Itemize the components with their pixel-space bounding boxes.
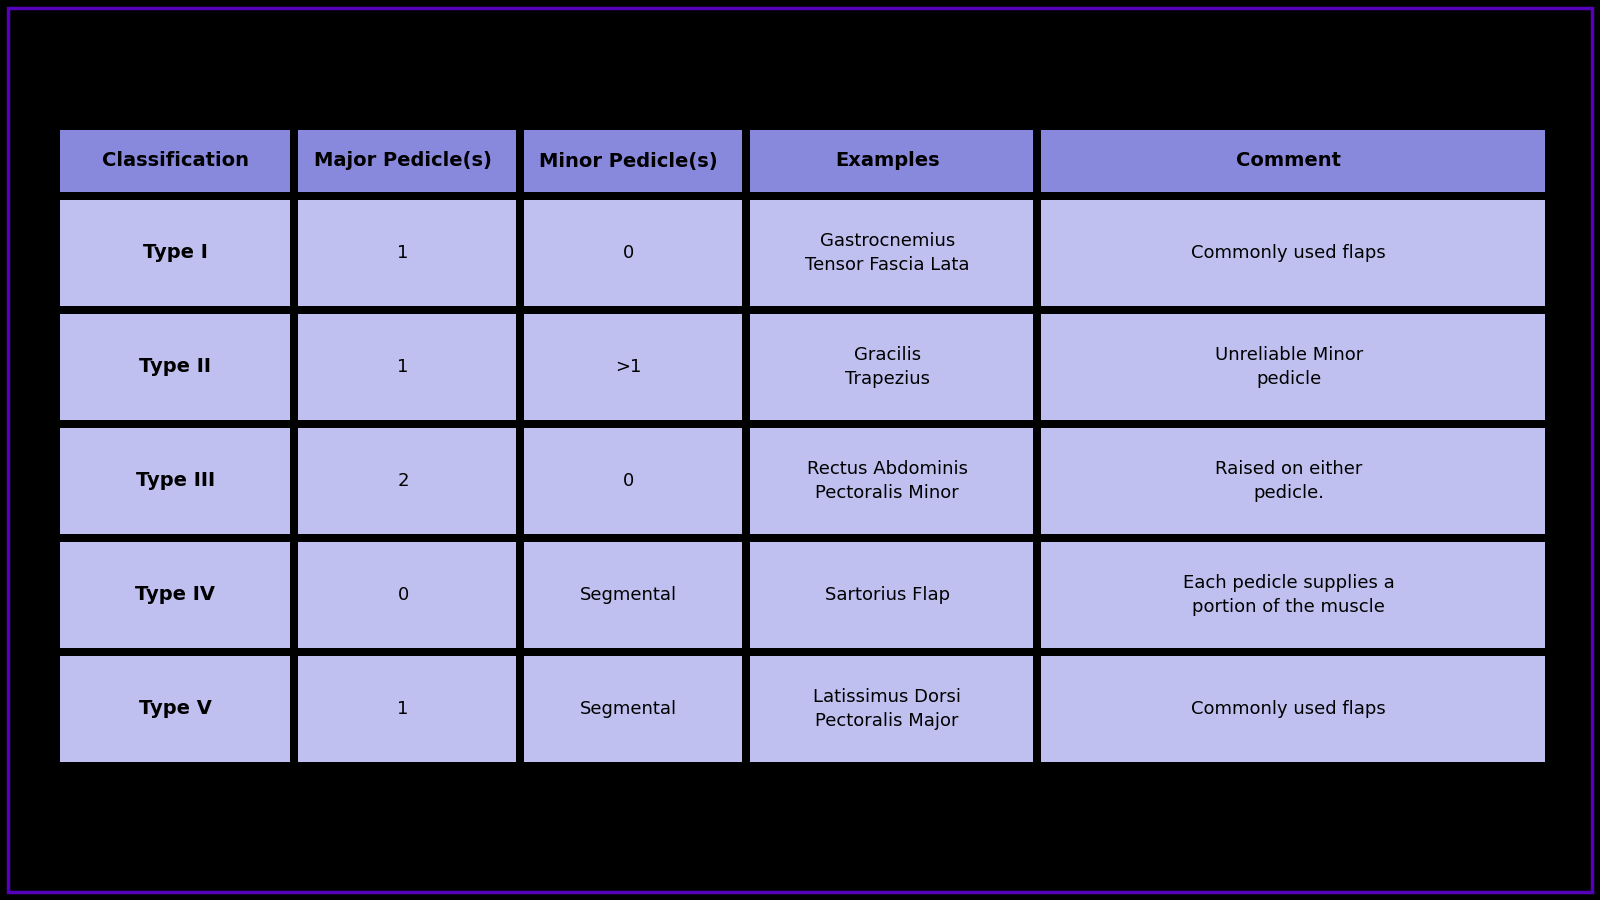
Bar	[750, 200, 1032, 306]
Text: >1: >1	[616, 358, 642, 376]
Text: Raised on either
pedicle.: Raised on either pedicle.	[1214, 460, 1363, 502]
Text: Unreliable Minor
pedicle: Unreliable Minor pedicle	[1214, 346, 1363, 388]
Text: 0: 0	[622, 244, 634, 262]
Bar	[1040, 428, 1546, 534]
Bar	[1040, 314, 1546, 420]
Text: Examples: Examples	[835, 151, 939, 170]
Bar	[1040, 656, 1546, 762]
Text: Classification: Classification	[101, 151, 248, 170]
Bar	[298, 428, 515, 534]
Bar	[298, 314, 515, 420]
Text: 0: 0	[397, 586, 408, 604]
Text: Sartorius Flap: Sartorius Flap	[824, 586, 950, 604]
Text: Type IV: Type IV	[134, 586, 214, 605]
Bar	[523, 656, 742, 762]
Text: 1: 1	[397, 700, 408, 718]
Bar	[750, 314, 1032, 420]
Bar	[523, 428, 742, 534]
Text: Type I: Type I	[142, 244, 208, 263]
Bar	[750, 542, 1032, 648]
Text: 1: 1	[397, 244, 408, 262]
Text: Each pedicle supplies a
portion of the muscle: Each pedicle supplies a portion of the m…	[1182, 574, 1395, 616]
Text: Comment: Comment	[1237, 151, 1341, 170]
Text: 2: 2	[397, 472, 408, 490]
Bar	[750, 428, 1032, 534]
Bar	[298, 542, 515, 648]
Text: Type II: Type II	[139, 357, 211, 376]
Bar	[61, 200, 290, 306]
Bar	[523, 314, 742, 420]
Bar	[61, 542, 290, 648]
Text: 1: 1	[397, 358, 408, 376]
Bar	[298, 130, 515, 192]
Bar	[1040, 200, 1546, 306]
Text: Minor Pedicle(s): Minor Pedicle(s)	[539, 151, 718, 170]
Text: Commonly used flaps: Commonly used flaps	[1192, 700, 1386, 718]
Text: Rectus Abdominis
Pectoralis Minor: Rectus Abdominis Pectoralis Minor	[806, 460, 968, 502]
Bar	[61, 656, 290, 762]
Bar	[61, 130, 290, 192]
Bar	[1040, 542, 1546, 648]
Bar	[298, 200, 515, 306]
Text: 0: 0	[622, 472, 634, 490]
Text: Gastrocnemius
Tensor Fascia Lata: Gastrocnemius Tensor Fascia Lata	[805, 232, 970, 274]
Bar	[750, 656, 1032, 762]
Bar	[298, 656, 515, 762]
Text: Latissimus Dorsi
Pectoralis Major: Latissimus Dorsi Pectoralis Major	[813, 688, 962, 730]
Text: Commonly used flaps: Commonly used flaps	[1192, 244, 1386, 262]
Bar	[750, 130, 1032, 192]
Text: Type III: Type III	[136, 472, 214, 491]
Text: Gracilis
Trapezius: Gracilis Trapezius	[845, 346, 930, 388]
Bar	[1040, 130, 1546, 192]
Text: Segmental: Segmental	[581, 700, 677, 718]
Text: Segmental: Segmental	[581, 586, 677, 604]
Bar	[523, 200, 742, 306]
Bar	[61, 314, 290, 420]
Bar	[523, 130, 742, 192]
Text: Major Pedicle(s): Major Pedicle(s)	[314, 151, 491, 170]
Text: Type V: Type V	[139, 699, 211, 718]
Text: 🧐: 🧐	[787, 74, 813, 116]
Bar	[523, 542, 742, 648]
Bar	[61, 428, 290, 534]
